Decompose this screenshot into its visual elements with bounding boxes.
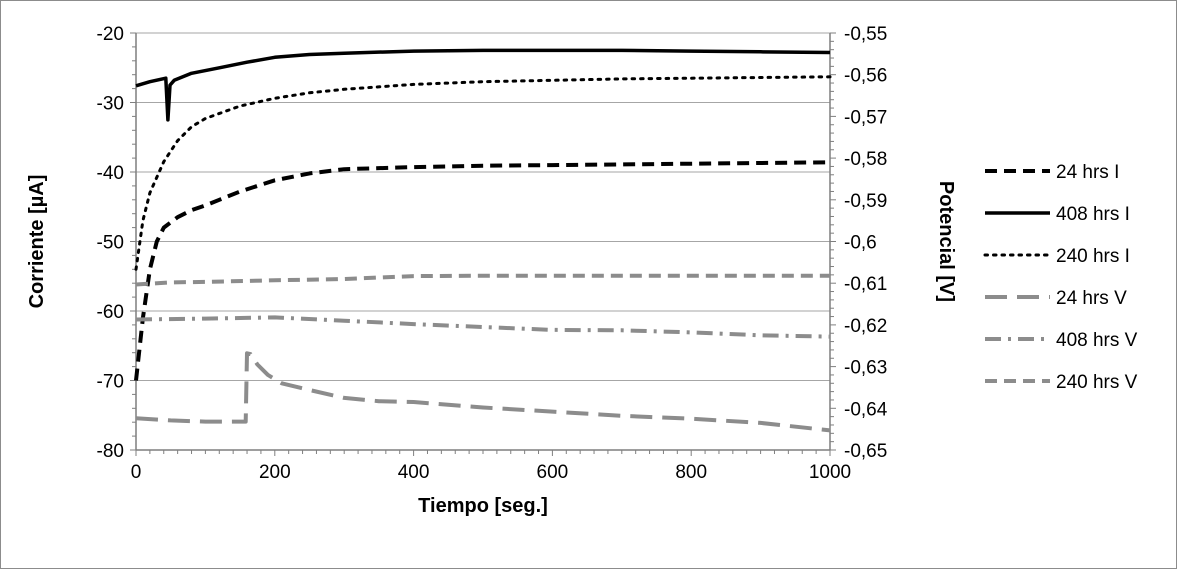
y-left-axis-title: Corriente [µA] — [26, 175, 48, 309]
x-tick-label: 400 — [398, 462, 430, 483]
series-line-24-hrs-v — [135, 351, 831, 433]
y-left-tick-label: -60 — [97, 302, 124, 323]
y-right-tick-label: -0,56 — [844, 66, 887, 87]
y-left-tick-label: -30 — [97, 94, 124, 115]
y-right-tick-label: -0,63 — [844, 358, 887, 379]
y-right-tick-label: -0,61 — [844, 274, 887, 295]
legend-label: 24 hrs V — [1056, 288, 1127, 309]
y-right-tick-label: -0,58 — [844, 149, 887, 170]
series-line-240-hrs-v — [135, 273, 830, 287]
y-left-tick-label: -20 — [97, 24, 124, 45]
x-tick-label: 800 — [675, 462, 707, 483]
y-right-tick-label: -0,57 — [844, 107, 887, 128]
legend-label: 408 hrs I — [1056, 204, 1130, 225]
y-right-tick-label: -0,64 — [844, 399, 888, 420]
series-line-240-hrs-i — [134, 75, 832, 271]
x-tick-label: 1000 — [809, 462, 851, 483]
y-left-tick-label: -70 — [97, 372, 124, 393]
series-line-24-hrs-i — [134, 160, 831, 381]
y-left-tick-label: -80 — [97, 441, 124, 462]
legend-label: 24 hrs I — [1056, 162, 1119, 183]
y-right-tick-label: -0,62 — [844, 316, 887, 337]
x-tick-label: 200 — [259, 462, 291, 483]
series-line-408-hrs-i — [135, 48, 831, 122]
legend-label: 408 hrs V — [1056, 330, 1138, 351]
y-right-tick-label: -0,55 — [844, 24, 887, 45]
y-right-tick-label: -0,6 — [844, 233, 877, 254]
y-right-tick-label: -0,59 — [844, 191, 887, 212]
y-left-tick-label: -50 — [97, 233, 124, 254]
y-left-tick-label: -40 — [97, 163, 124, 184]
legend-label: 240 hrs V — [1056, 372, 1138, 393]
y-right-axis-title: Potencial [V] — [935, 181, 957, 302]
x-tick-label: 0 — [131, 462, 142, 483]
y-right-tick-label: -0,65 — [844, 441, 887, 462]
legend-label: 240 hrs I — [1056, 246, 1130, 267]
series-line-408-hrs-v — [135, 315, 831, 339]
x-tick-label: 600 — [537, 462, 569, 483]
x-axis-title: Tiempo [seg.] — [418, 495, 548, 517]
